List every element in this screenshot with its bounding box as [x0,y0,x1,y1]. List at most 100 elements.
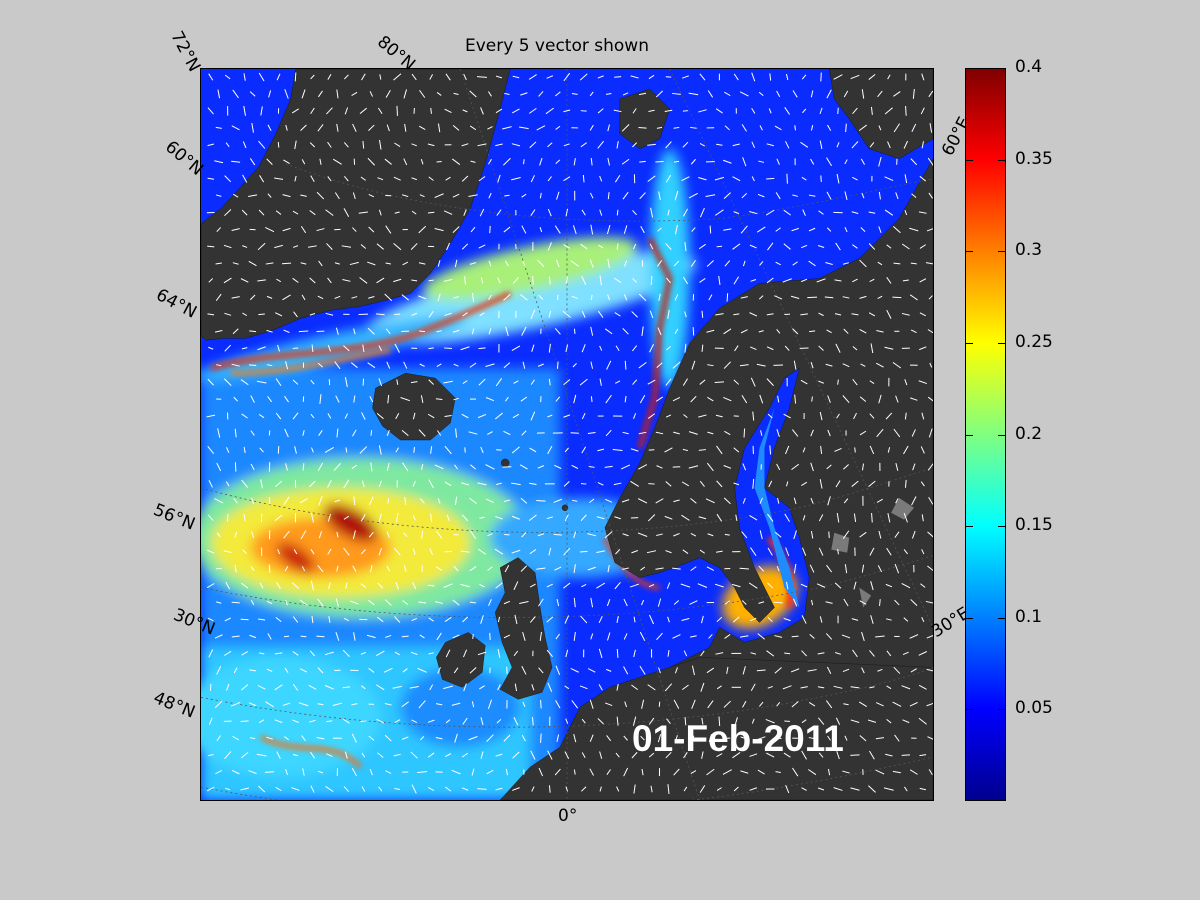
vector-arrow [538,767,544,777]
vector-arrow [842,530,850,540]
vector-arrow [460,583,470,588]
vector-arrow [833,787,843,791]
vector-arrow [536,125,546,131]
vector-arrow [673,768,680,776]
vector-arrow [656,533,663,537]
vector-arrow [589,259,594,268]
vector-arrow [715,108,723,114]
vector-arrow [444,445,452,455]
vector-arrow [361,480,365,488]
vector-arrow [434,227,444,232]
vector-arrow [361,412,366,420]
vector-arrow [402,600,409,605]
vector-arrow [487,431,493,435]
vector-arrow [266,668,273,672]
vector-arrow [343,786,349,792]
vector-arrow [707,431,714,435]
vector-arrow [639,92,647,96]
vector-arrow [759,394,764,404]
vector-arrow [428,379,434,385]
vector-arrow [207,378,214,386]
vector-arrow [767,513,774,522]
vector-arrow [335,598,339,607]
vector-arrow [859,735,867,742]
vector-arrow [810,462,814,472]
vector-arrow [869,686,875,689]
vector-arrow [488,260,492,267]
vector-arrow [784,513,790,522]
vector-arrow [766,752,775,758]
vector-arrow [852,244,858,249]
vector-arrow [299,668,308,673]
vector-arrow [819,479,823,489]
sea-baltic [754,408,800,608]
vector-arrow [844,735,848,741]
vector-arrow [436,363,442,368]
vector-arrow [555,125,561,130]
vector-arrow [360,176,366,181]
vector-arrow [836,513,840,523]
vector-arrow [563,143,570,147]
vector-arrow [505,396,509,402]
vector-arrow [740,635,749,638]
vector-arrow [564,447,569,453]
vector-arrow [324,685,334,690]
vector-arrow [249,634,257,639]
vector-arrow [208,717,213,725]
vector-arrow [632,716,637,726]
vector-arrow [349,261,359,266]
vector-arrow [768,480,773,488]
vector-arrow [384,599,392,606]
vector-arrow [667,616,670,623]
vector-arrow [776,565,780,572]
vector-arrow [910,668,917,673]
vector-arrow [512,413,520,419]
vector-arrow [700,650,705,657]
vector-arrow [429,548,433,555]
vector-arrow [471,328,475,335]
vector-arrow [480,751,484,759]
vector-arrow [285,463,288,471]
vector-arrow [451,702,461,706]
vector-arrow [800,141,809,148]
vector-arrow [411,143,417,147]
vector-arrow [258,719,265,724]
vector-arrow [282,194,291,198]
vector-arrow [818,345,824,351]
vector-arrow [452,124,460,131]
vector-arrow [791,227,799,232]
vector-arrow [274,684,283,691]
vector-arrow [886,618,892,621]
vector-arrow [884,209,894,216]
vector-arrow [530,175,535,183]
vector-arrow [464,276,466,285]
vector-arrow [811,599,814,606]
vector-arrow [234,531,238,538]
vector-arrow [428,479,434,489]
vector-arrow [836,173,840,184]
vector-arrow [816,278,826,283]
vector-arrow [460,550,470,553]
vector-arrow [497,277,501,284]
vector-arrow [623,666,629,675]
vector-arrow [623,598,628,607]
vector-arrow [360,583,367,588]
vector-arrow [732,143,740,147]
vector-arrow [708,634,713,639]
vector-arrow [573,158,576,166]
vector-arrow [921,412,925,420]
vector-arrow [420,736,425,741]
vector-arrow [784,652,791,655]
vector-arrow [453,565,459,572]
vector-arrow [656,632,663,641]
vector-arrow [495,516,503,520]
vector-arrow [215,194,222,197]
vector-arrow [266,600,273,605]
vector-arrow [757,193,765,198]
vector-arrow [707,364,714,367]
vector-arrow [445,176,451,181]
vector-arrow [242,549,248,554]
vector-arrow [266,364,273,367]
vector-arrow [842,395,850,404]
vector-arrow [615,549,621,555]
